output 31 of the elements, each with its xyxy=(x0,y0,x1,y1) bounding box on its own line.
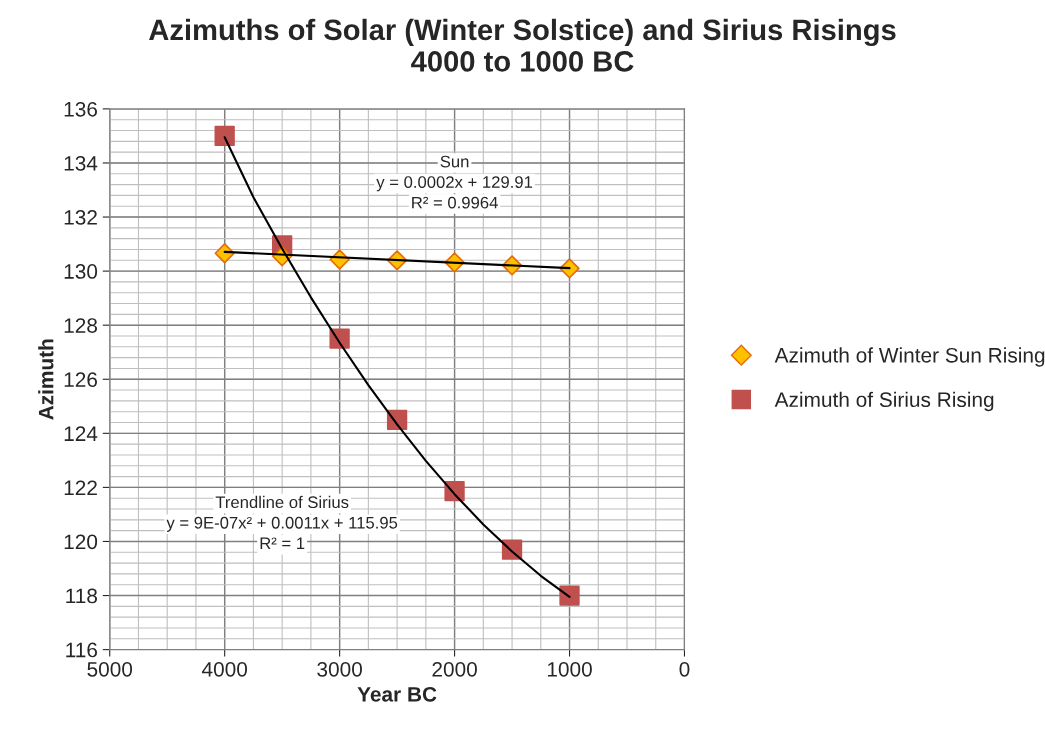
annotation: Sun xyxy=(440,155,469,168)
x-tick-label: 4000 xyxy=(201,661,248,677)
y-tick-label: 122 xyxy=(64,480,97,495)
y-tick-label: 126 xyxy=(64,372,98,388)
y-tick-label: 128 xyxy=(64,318,98,333)
annotation: y = 9E-07x² + 0.0011x + 115.95 xyxy=(166,516,398,532)
y-tick-label: 136 xyxy=(64,101,98,117)
y-tick-label: 124 xyxy=(64,426,98,441)
y-tick-label: 130 xyxy=(64,264,98,279)
annotation: y = 0.0002x + 129.91 xyxy=(376,176,533,192)
legend-label: Azimuth of Sirius Rising xyxy=(774,391,994,412)
x-axis-title: Year BC xyxy=(357,686,437,702)
x-tick-label: 2000 xyxy=(432,661,477,677)
x-tick-label: 5000 xyxy=(87,661,133,677)
point xyxy=(214,243,235,264)
chart-title: Azimuths of Solar (Winter Solstice) and Sirius Risings 4000 to 1000 BC xyxy=(149,18,896,72)
annotation: R² = 0.9964 xyxy=(412,196,498,209)
y-tick-label: 134 xyxy=(64,155,98,171)
x-tick-label: 1000 xyxy=(547,661,592,677)
y-tick-label: 120 xyxy=(64,534,98,550)
x-tick-label: 0 xyxy=(679,661,690,677)
x-tick-label: 3000 xyxy=(317,661,362,677)
point xyxy=(559,585,580,606)
annotation: Trendline of Sirius xyxy=(215,495,349,509)
y-axis-title: Azimuth xyxy=(38,339,54,420)
annotation: R² = 1 xyxy=(260,537,305,550)
y-tick-label: 132 xyxy=(64,210,97,225)
point xyxy=(214,125,235,147)
y-tick-label: 116 xyxy=(66,642,98,658)
legend-label: Azimuth of Winter Sun Rising xyxy=(774,347,1045,367)
y-tick-label: 118 xyxy=(66,588,98,604)
